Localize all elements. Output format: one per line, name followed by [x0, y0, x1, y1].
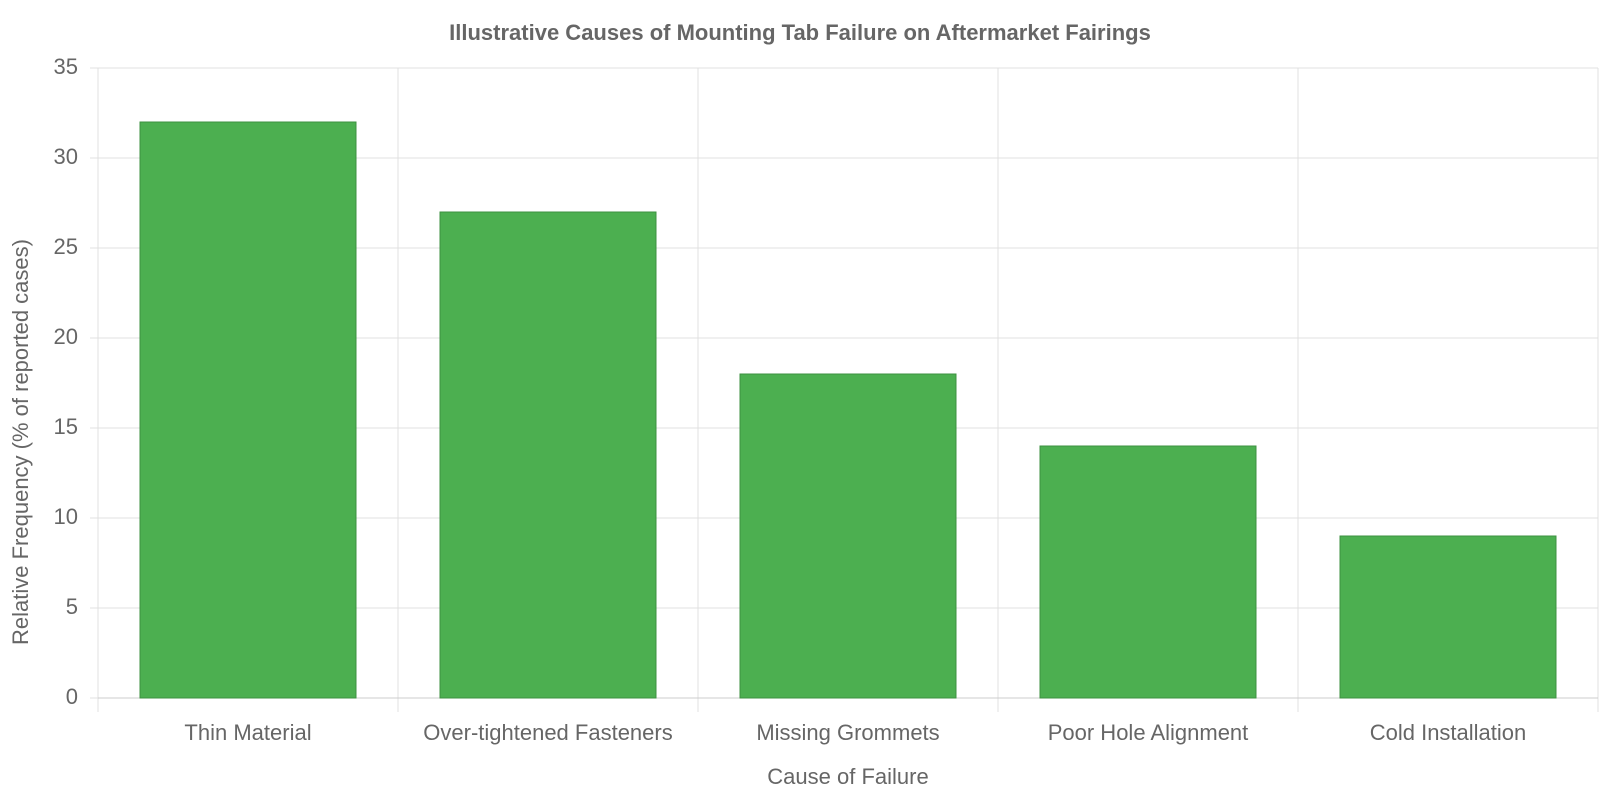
y-tick-label: 35	[54, 54, 78, 79]
y-axis-title: Relative Frequency (% of reported cases)	[8, 239, 33, 645]
y-tick-label: 5	[66, 594, 78, 619]
y-tick-label: 15	[54, 414, 78, 439]
bar	[1339, 535, 1557, 699]
x-tick-label: Over-tightened Fasteners	[423, 720, 672, 745]
bar	[139, 121, 357, 699]
y-tick-label: 25	[54, 234, 78, 259]
x-tick-label: Thin Material	[184, 720, 311, 745]
x-tick-label: Missing Grommets	[756, 720, 939, 745]
bar	[1039, 445, 1257, 699]
x-tick-label: Poor Hole Alignment	[1048, 720, 1249, 745]
chart-title: Illustrative Causes of Mounting Tab Fail…	[449, 20, 1151, 45]
bar	[439, 211, 657, 699]
y-tick-label: 20	[54, 324, 78, 349]
y-tick-label: 0	[66, 684, 78, 709]
y-tick-label: 10	[54, 504, 78, 529]
x-axis-title: Cause of Failure	[767, 764, 928, 789]
x-tick-label: Cold Installation	[1370, 720, 1527, 745]
bar	[739, 373, 957, 699]
y-tick-label: 30	[54, 144, 78, 169]
